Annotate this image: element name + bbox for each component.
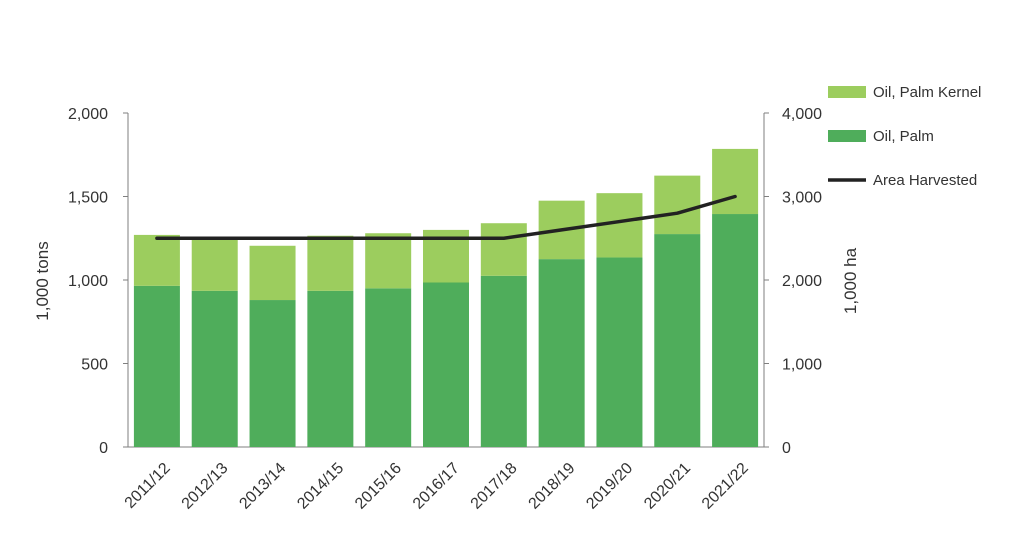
bar-oil-palm-kernel-10 (712, 148, 759, 215)
y-tick-label-right: 0 (782, 440, 791, 457)
x-tick-label: 2021/22 (699, 460, 752, 513)
x-tick-label: 2020/21 (641, 460, 694, 513)
bar-oil-palm-10 (712, 214, 759, 447)
bar-oil-palm-kernel-0 (133, 234, 180, 286)
y-axis-title-right: 1,000 ha (841, 247, 860, 314)
bar-oil-palm-6 (480, 275, 527, 447)
bar-oil-palm-4 (365, 288, 412, 447)
bar-oil-palm-9 (654, 234, 701, 447)
bar-oil-palm-3 (307, 290, 354, 447)
bar-oil-palm-kernel-1 (191, 239, 238, 291)
bar-oil-palm-5 (423, 282, 469, 447)
bar-oil-palm-kernel-9 (654, 175, 701, 235)
legend: Oil, Palm Kernel Oil, Palm Area Harvested (828, 84, 981, 189)
y-axis-title-left: 1,000 tons (33, 241, 52, 320)
plot-area: 0 500 1,000 1,500 2,000 0 1,000 2,000 3,000 4,000… (68, 106, 822, 513)
x-tick-label: 2016/17 (410, 460, 463, 513)
bar-oil-palm-kernel-3 (307, 235, 354, 291)
y-tick-label-left: 2,000 (68, 106, 108, 123)
line-area-harvested (155, 194, 737, 240)
legend-label: Oil, Palm (873, 128, 934, 145)
bar-oil-palm-0 (133, 285, 180, 447)
x-tick-label: 2015/16 (352, 460, 405, 513)
y-tick-label-right: 3,000 (782, 190, 822, 207)
bar-oil-palm-kernel-4 (365, 233, 412, 289)
bar-oil-palm-8 (596, 257, 643, 447)
y-tick-label-left: 0 (99, 440, 108, 457)
legend-swatch (828, 130, 866, 142)
bar-oil-palm-7 (538, 259, 585, 447)
bar-oil-palm-kernel-6 (480, 223, 527, 276)
x-tick-label: 2017/18 (468, 460, 521, 513)
y-tick-label-left: 1,500 (68, 190, 108, 207)
bar-oil-palm-2 (249, 300, 296, 447)
legend-swatch (828, 86, 866, 98)
x-tick-label: 2011/12 (122, 460, 174, 512)
legend-label: Oil, Palm Kernel (873, 84, 981, 101)
y-tick-label-right: 4,000 (782, 106, 822, 123)
y-tick-label-left: 1,000 (68, 273, 108, 290)
x-tick-label: 2013/14 (236, 460, 289, 513)
legend-label: Area Harvested (873, 172, 977, 189)
y-tick-label-right: 2,000 (782, 273, 822, 290)
y-tick-label-left: 500 (81, 357, 108, 374)
x-tick-label: 2012/13 (179, 460, 232, 513)
x-tick-label: 2014/15 (294, 460, 347, 513)
bar-oil-palm-kernel-2 (249, 245, 296, 301)
x-tick-label: 2019/20 (583, 460, 636, 513)
y-tick-label-right: 1,000 (782, 357, 822, 374)
x-tick-label: 2018/19 (526, 460, 579, 513)
bar-oil-palm-1 (191, 290, 238, 447)
